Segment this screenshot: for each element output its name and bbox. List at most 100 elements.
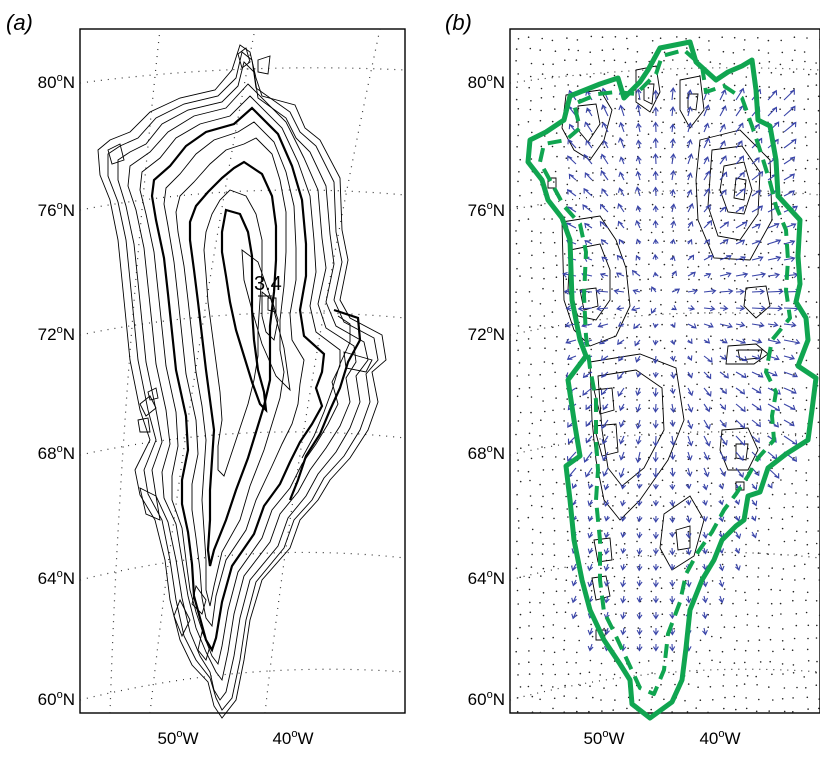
vector-dot xyxy=(685,84,687,86)
vector-dot xyxy=(542,469,545,471)
velocity-arrow xyxy=(652,611,659,620)
velocity-arrow xyxy=(703,387,712,397)
velocity-arrow xyxy=(718,483,725,490)
vector-dot xyxy=(554,385,557,388)
velocity-arrow xyxy=(703,122,710,133)
vector-dot xyxy=(783,648,785,650)
vector-dot xyxy=(772,203,774,205)
velocity-arrow xyxy=(669,451,676,461)
vector-dot xyxy=(639,636,641,639)
panel-a-lon-ticks: 50oW 40oW xyxy=(157,728,313,748)
vector-dot xyxy=(684,506,686,508)
vector-dot xyxy=(756,231,758,233)
velocity-arrow xyxy=(620,595,627,604)
vector-dot xyxy=(746,575,748,578)
vector-dot xyxy=(591,252,594,254)
vector-dot xyxy=(743,683,746,685)
velocity-arrow xyxy=(719,322,733,329)
vector-dot xyxy=(745,697,747,699)
velocity-arrow xyxy=(687,202,695,213)
vector-dot xyxy=(615,122,618,125)
vector-dot xyxy=(543,315,546,317)
vector-dot xyxy=(663,698,665,701)
vector-dot xyxy=(660,683,662,686)
velocity-arrow xyxy=(601,451,609,462)
vector-dot xyxy=(696,433,699,435)
vector-dot xyxy=(529,611,532,614)
vector-dot xyxy=(540,505,543,508)
vector-dot xyxy=(592,179,594,182)
vector-dot xyxy=(516,86,518,89)
vector-dot xyxy=(539,531,542,534)
lat-tick-72N: 72oN xyxy=(38,324,75,344)
vector-dot xyxy=(685,314,687,317)
vector-dot xyxy=(699,398,701,401)
vector-dot xyxy=(575,170,578,172)
velocity-arrow xyxy=(652,451,659,463)
vector-dot xyxy=(600,662,603,665)
velocity-arrow xyxy=(669,515,676,524)
vector-dot xyxy=(807,708,809,710)
vector-dot xyxy=(795,624,798,627)
vector-dot xyxy=(698,662,701,665)
vector-dot xyxy=(651,578,653,580)
vector-dot xyxy=(555,590,558,593)
vector-dot xyxy=(527,470,530,473)
vector-dot xyxy=(697,265,700,268)
velocity-arrow xyxy=(670,339,676,346)
vector-dot xyxy=(696,626,699,629)
velocity-arrow xyxy=(718,515,725,523)
vector-dot xyxy=(603,73,606,75)
vector-dot xyxy=(576,39,579,41)
vector-dot xyxy=(780,613,782,615)
vector-dot xyxy=(805,240,808,243)
vector-dot xyxy=(529,347,531,349)
panel-b-graticule xyxy=(509,67,820,701)
vector-dot xyxy=(637,554,640,557)
velocity-arrow xyxy=(751,205,764,213)
vector-dot xyxy=(564,590,566,592)
vector-dot xyxy=(636,335,638,338)
vector-dot xyxy=(795,554,798,556)
vector-dot xyxy=(780,39,782,42)
vector-dot xyxy=(635,671,638,674)
vector-dot xyxy=(755,168,758,171)
vector-dot xyxy=(803,51,806,53)
vector-dot xyxy=(815,542,818,545)
vector-dot xyxy=(661,251,664,253)
vector-dot xyxy=(808,290,810,293)
vector-dot xyxy=(781,205,783,208)
velocity-arrow xyxy=(719,221,729,229)
vector-dot xyxy=(792,672,795,674)
vector-dot xyxy=(539,602,541,604)
vector-dot xyxy=(733,445,736,447)
vector-dot xyxy=(808,73,810,76)
vector-dot xyxy=(711,423,713,425)
velocity-arrow xyxy=(566,354,577,360)
vector-dot xyxy=(551,218,553,220)
vector-dot xyxy=(663,98,665,101)
velocity-arrow xyxy=(585,139,593,149)
velocity-arrow xyxy=(783,403,796,411)
vector-dot xyxy=(781,304,783,306)
velocity-arrow xyxy=(603,499,610,507)
vector-dot xyxy=(519,576,521,579)
vector-dot xyxy=(758,49,760,51)
vector-dot xyxy=(699,457,701,460)
vector-dot xyxy=(531,711,534,713)
vector-dot xyxy=(578,639,580,642)
vector-dot xyxy=(636,540,638,543)
vector-dot xyxy=(815,671,817,674)
vector-dot xyxy=(529,326,531,328)
vector-dot xyxy=(580,265,582,268)
panel-a-contour-label: 3.4 xyxy=(254,273,282,297)
velocity-arrow xyxy=(618,435,625,445)
vector-dot xyxy=(719,171,722,173)
vector-dot xyxy=(555,349,557,352)
vector-dot xyxy=(663,347,666,350)
velocity-arrow xyxy=(587,483,594,490)
vector-dot xyxy=(757,625,760,628)
vector-dot xyxy=(804,408,806,411)
vector-dot xyxy=(733,626,736,629)
vector-dot xyxy=(675,443,677,446)
